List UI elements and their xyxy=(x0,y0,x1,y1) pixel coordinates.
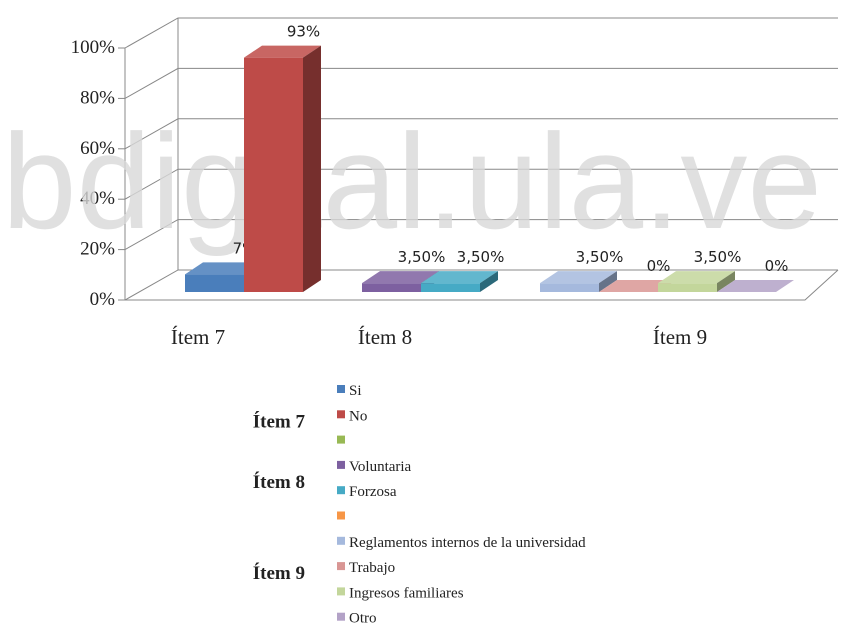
legend-swatch xyxy=(337,486,345,495)
data-label: 3,50% xyxy=(694,248,742,266)
bar-front xyxy=(362,283,421,292)
data-label: 3,50% xyxy=(576,248,624,266)
legend-label: Voluntaria xyxy=(349,459,412,475)
bar-side xyxy=(480,271,498,292)
x-tick-label: Ítem 7 xyxy=(171,325,225,349)
legend-swatch xyxy=(337,385,345,393)
bar-top xyxy=(185,262,262,275)
bar xyxy=(658,271,735,292)
floor-edge xyxy=(125,269,839,301)
bar-top xyxy=(717,280,794,292)
bar-top xyxy=(540,271,617,284)
legend-group-label: Ítem 8 xyxy=(253,471,305,493)
y-tick-label: 80% xyxy=(80,87,115,108)
data-label: 3,50% xyxy=(457,248,505,266)
legend-label: Si xyxy=(349,383,362,399)
bar-front xyxy=(540,283,599,292)
bar-front xyxy=(244,57,303,292)
grid-line xyxy=(124,168,838,200)
y-tick-label: 40% xyxy=(80,188,115,209)
bar-side xyxy=(717,271,735,292)
grid-line xyxy=(124,118,838,150)
data-label: 93% xyxy=(287,23,320,41)
legend-swatch xyxy=(337,587,345,596)
grid-line xyxy=(124,17,838,49)
y-tick-label: 0% xyxy=(90,289,116,310)
bar-front xyxy=(421,283,480,292)
data-label: 0% xyxy=(765,257,789,275)
legend-swatch xyxy=(337,612,345,621)
legend-label: Ingresos familiares xyxy=(349,585,464,601)
legend-swatch xyxy=(337,435,345,444)
bar xyxy=(717,280,794,292)
data-label: 3,50% xyxy=(398,248,446,266)
legend-label: No xyxy=(349,408,367,424)
bar-top xyxy=(421,271,498,284)
legend-group-label: Ítem 7 xyxy=(253,410,306,432)
bar-side xyxy=(303,45,321,292)
bar xyxy=(599,280,676,292)
legend-swatch xyxy=(337,511,345,520)
grid-line xyxy=(124,269,838,301)
grid-line xyxy=(124,219,838,251)
bar xyxy=(244,45,321,292)
bar-front xyxy=(185,274,244,292)
watermark: bdigital.ula.ve xyxy=(2,106,822,257)
bar-top xyxy=(658,271,735,284)
x-tick-label: Ítem 8 xyxy=(358,325,412,349)
bar-side xyxy=(599,271,617,292)
grid-line xyxy=(124,67,838,99)
y-tick-label: 60% xyxy=(80,138,115,159)
y-tick-label: 100% xyxy=(71,37,116,58)
y-tick-label: 20% xyxy=(80,239,115,260)
legend-label: Trabajo xyxy=(349,560,395,576)
legend-group-label: Ítem 9 xyxy=(253,562,305,584)
bar-top xyxy=(362,271,439,284)
legend-swatch xyxy=(337,410,345,419)
legend-swatch xyxy=(337,562,345,571)
legend-label: Otro xyxy=(349,611,377,624)
bar xyxy=(421,271,498,292)
legend-label: Forzosa xyxy=(349,484,397,500)
data-label: 0% xyxy=(647,257,671,275)
legend-swatch xyxy=(337,460,345,469)
bar xyxy=(540,271,617,292)
bar-front xyxy=(658,283,717,292)
bar-top xyxy=(244,45,321,58)
legend-swatch xyxy=(337,536,345,545)
bar-top xyxy=(599,280,676,292)
x-tick-label: Ítem 9 xyxy=(653,325,707,349)
legend-label: Reglamentos internos de la universidad xyxy=(349,535,586,551)
